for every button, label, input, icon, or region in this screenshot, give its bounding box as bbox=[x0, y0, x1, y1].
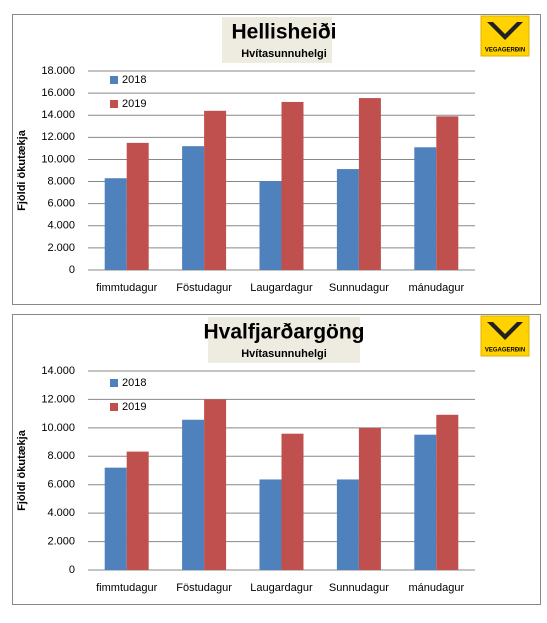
bar bbox=[182, 419, 205, 570]
bar bbox=[336, 479, 359, 570]
legend-label: 2018 bbox=[122, 377, 146, 389]
y-tick-label: 10.000 bbox=[41, 422, 75, 434]
x-tick-label: mánudagur bbox=[408, 282, 464, 294]
chart-title: Hvalfjarðargöng bbox=[203, 321, 364, 344]
bar bbox=[358, 427, 381, 570]
logo-text: VEGAGERÐIN bbox=[485, 348, 525, 354]
y-tick-label: 10.000 bbox=[41, 153, 75, 165]
y-tick-label: 16.000 bbox=[41, 87, 75, 99]
x-tick-label: Föstudagur bbox=[176, 582, 232, 594]
bar bbox=[281, 101, 304, 270]
y-tick-label: 2.000 bbox=[47, 535, 75, 547]
bar bbox=[104, 178, 127, 270]
y-tick-label: 2.000 bbox=[47, 242, 75, 254]
y-tick-label: 12.000 bbox=[41, 131, 75, 143]
x-tick-label: Föstudagur bbox=[176, 282, 232, 294]
chart-title: Hellisheiði bbox=[231, 21, 336, 44]
chart-subtitle: Hvítasunnuhelgi bbox=[241, 348, 327, 360]
y-tick-label: 12.000 bbox=[41, 393, 75, 405]
x-tick-label: Sunnudagur bbox=[329, 582, 389, 594]
legend-label: 2018 bbox=[122, 74, 146, 86]
legend-swatch bbox=[110, 379, 118, 387]
legend-label: 2019 bbox=[122, 98, 146, 110]
chart-subtitle: Hvítasunnuhelgi bbox=[241, 48, 327, 60]
logo-mark bbox=[487, 322, 523, 340]
y-axis-label: Fjöldi ökutækja bbox=[16, 429, 28, 511]
x-tick-label: Laugardagur bbox=[250, 582, 313, 594]
y-tick-label: 14.000 bbox=[41, 109, 75, 121]
y-tick-label: 8.000 bbox=[47, 175, 75, 187]
title-box bbox=[222, 17, 332, 63]
y-tick-label: 4.000 bbox=[47, 220, 75, 232]
x-tick-label: Laugardagur bbox=[250, 282, 313, 294]
bar bbox=[204, 399, 227, 570]
bar bbox=[436, 116, 459, 270]
y-tick-label: 18.000 bbox=[41, 65, 75, 77]
bar bbox=[281, 433, 304, 570]
legend-label: 2019 bbox=[122, 401, 146, 413]
y-tick-label: 0 bbox=[69, 264, 75, 276]
y-tick-label: 14.000 bbox=[41, 365, 75, 377]
bar bbox=[126, 142, 149, 270]
x-tick-label: fimmtudagur bbox=[96, 582, 157, 594]
bar bbox=[414, 434, 437, 570]
x-tick-label: fimmtudagur bbox=[96, 282, 157, 294]
bar bbox=[259, 479, 282, 570]
title-box bbox=[208, 317, 360, 363]
bar bbox=[436, 414, 459, 570]
bar bbox=[414, 147, 437, 270]
legend-swatch bbox=[110, 100, 118, 108]
legend-swatch bbox=[110, 76, 118, 84]
y-axis-label: Fjöldi ökutækja bbox=[16, 129, 28, 211]
y-tick-label: 0 bbox=[69, 564, 75, 576]
bar bbox=[104, 467, 127, 570]
x-tick-label: mánudagur bbox=[408, 582, 464, 594]
logo-text: VEGAGERÐIN bbox=[485, 48, 525, 54]
y-tick-label: 6.000 bbox=[47, 198, 75, 210]
y-tick-label: 4.000 bbox=[47, 507, 75, 519]
y-tick-label: 6.000 bbox=[47, 479, 75, 491]
y-tick-label: 8.000 bbox=[47, 450, 75, 462]
logo-mark bbox=[487, 22, 523, 40]
bar bbox=[336, 169, 359, 270]
bar bbox=[358, 98, 381, 270]
x-tick-label: Sunnudagur bbox=[329, 282, 389, 294]
bar bbox=[182, 146, 205, 270]
bar bbox=[259, 181, 282, 270]
legend-swatch bbox=[110, 403, 118, 411]
bar bbox=[126, 451, 149, 570]
bar bbox=[204, 110, 227, 270]
